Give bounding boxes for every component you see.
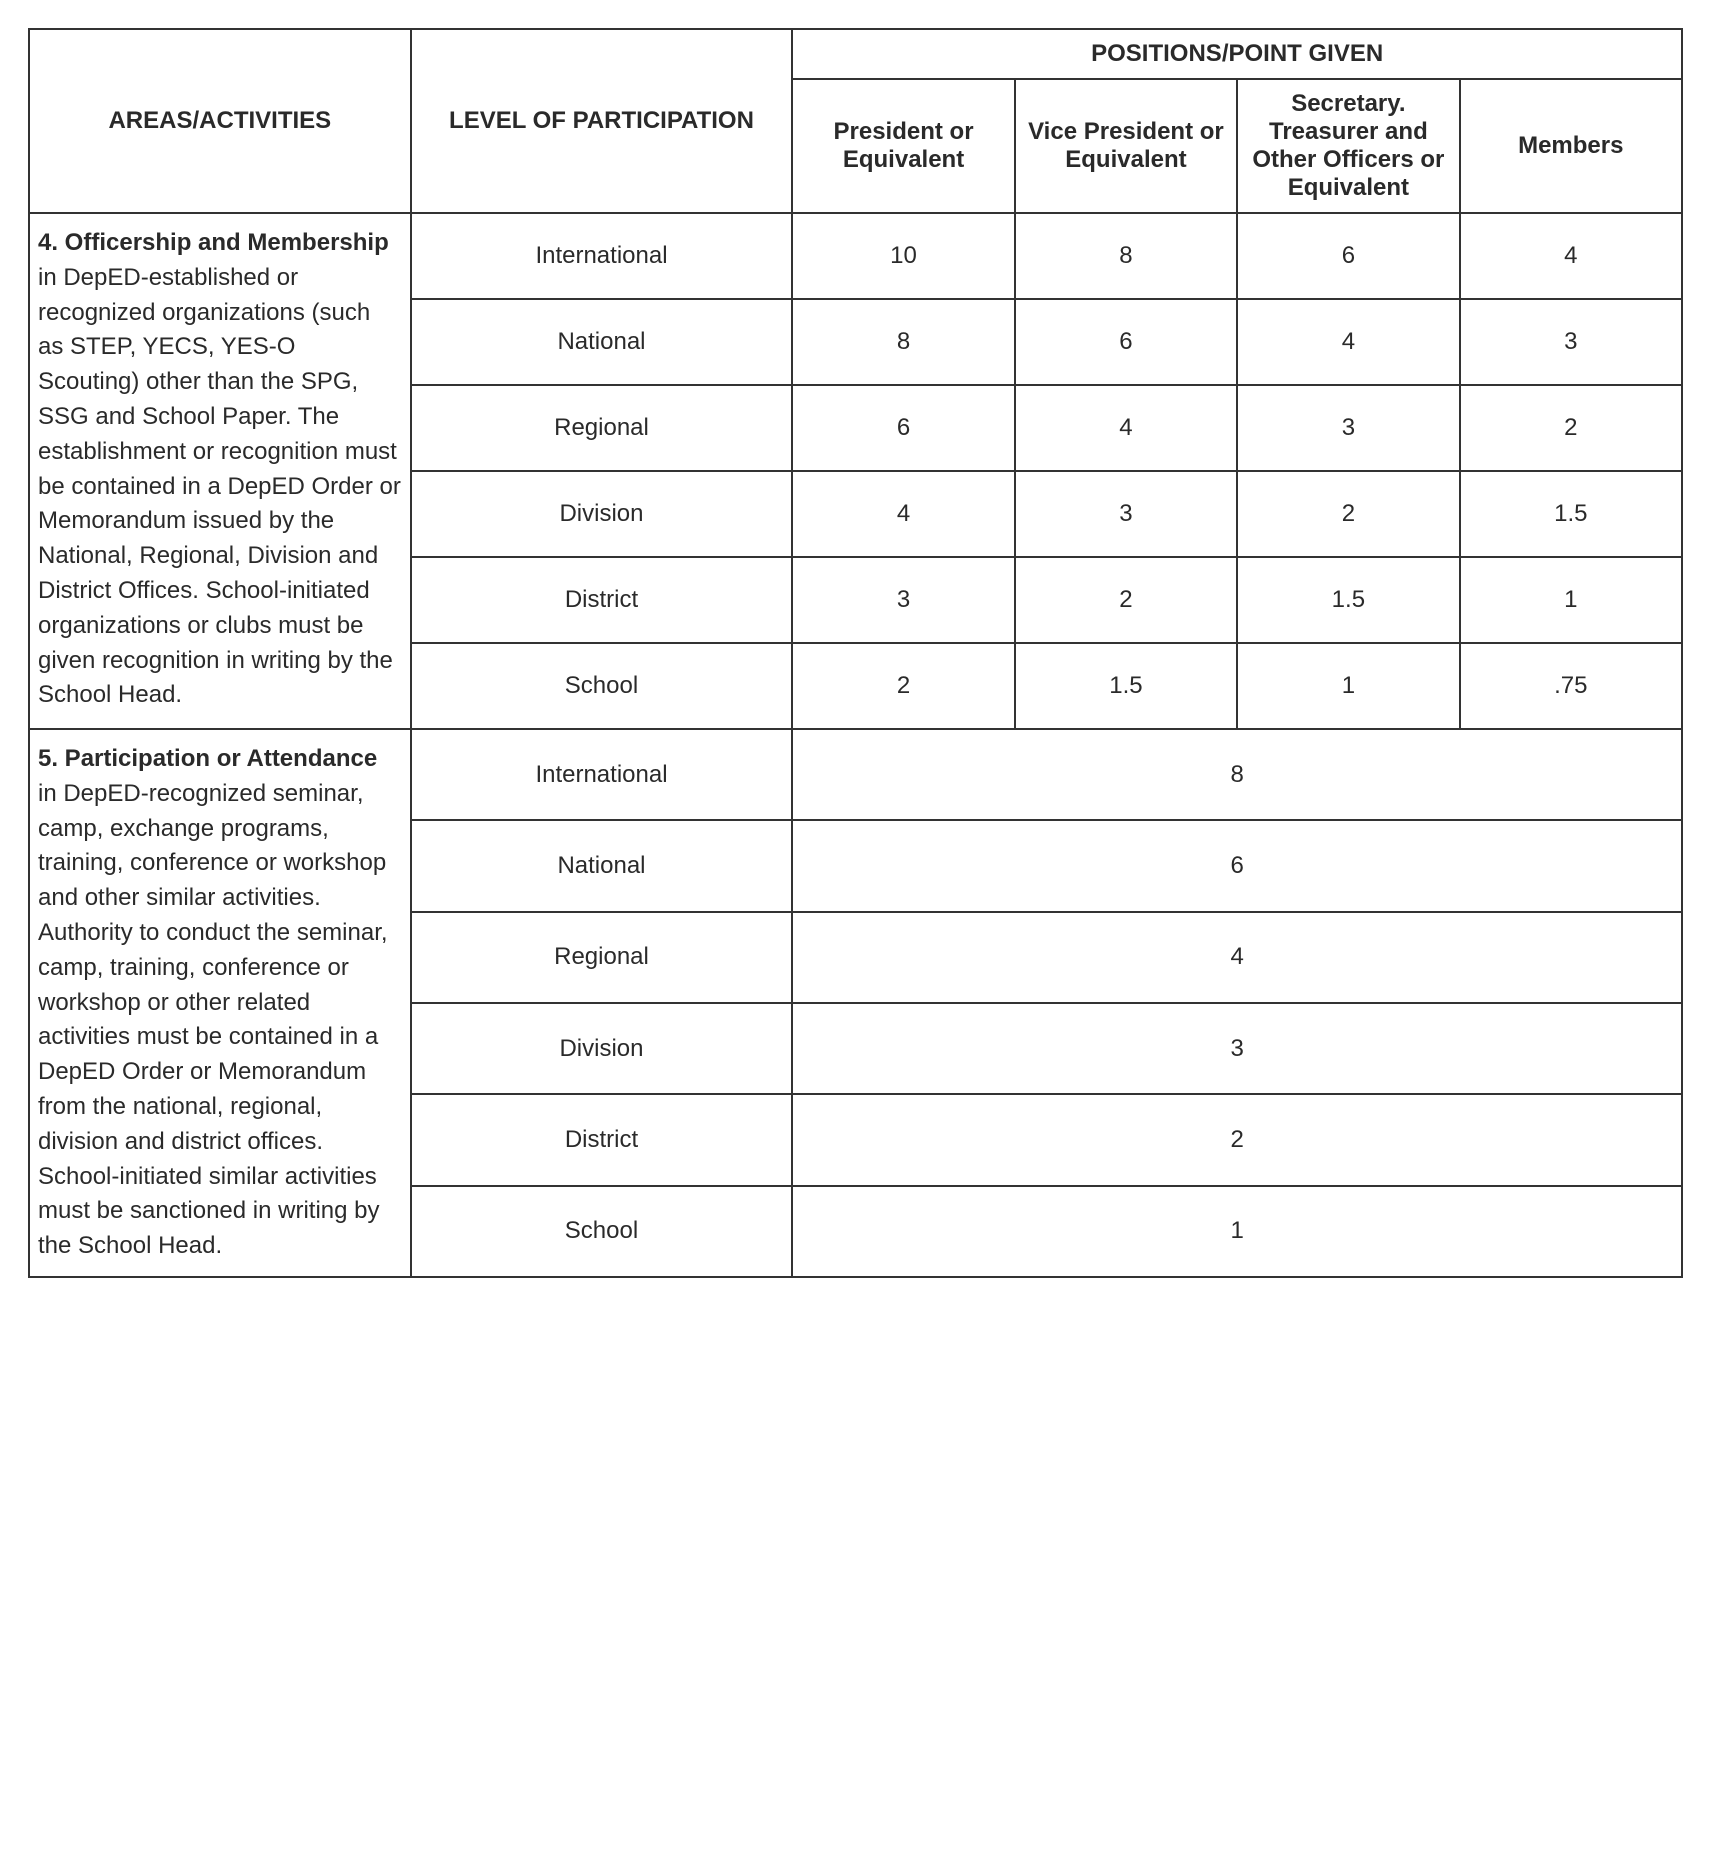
section5-level: Regional [411, 912, 793, 1003]
header-position-members: Members [1460, 79, 1682, 213]
section5-level: School [411, 1186, 793, 1277]
section4-val: 6 [792, 385, 1014, 471]
section4-level: International [411, 213, 793, 299]
section4-val: 4 [1460, 213, 1682, 299]
section5-text: in DepED-recognized seminar, camp, excha… [38, 780, 388, 1259]
section4-val: 3 [1237, 385, 1459, 471]
section4-level: National [411, 299, 793, 385]
section4-val: 2 [792, 643, 1014, 729]
section4-title: 4. Officership and Membership [38, 229, 389, 256]
section4-level: Regional [411, 385, 793, 471]
section4-val: 4 [1015, 385, 1237, 471]
section4-val: 2 [1015, 557, 1237, 643]
header-position-secretary: Secretary. Treasurer and Other Officers … [1237, 79, 1459, 213]
section4-val: 4 [792, 471, 1014, 557]
header-areas: AREAS/ACTIVITIES [29, 29, 411, 213]
section5-val: 1 [792, 1186, 1682, 1277]
section4-val: 2 [1237, 471, 1459, 557]
section5-val: 6 [792, 820, 1682, 911]
section4-val: 1.5 [1237, 557, 1459, 643]
section4-description: 4. Officership and Membership in DepED-e… [29, 213, 411, 729]
section4-val: 8 [1015, 213, 1237, 299]
header-position-president: President or Equivalent [792, 79, 1014, 213]
section4-level: District [411, 557, 793, 643]
section4-val: 1 [1460, 557, 1682, 643]
section4-val: 6 [1237, 213, 1459, 299]
section5-level: Division [411, 1003, 793, 1094]
section4-val: 1.5 [1460, 471, 1682, 557]
section4-val: 4 [1237, 299, 1459, 385]
points-table: AREAS/ACTIVITIES LEVEL OF PARTICIPATION … [28, 28, 1683, 1278]
section4-val: 6 [1015, 299, 1237, 385]
section4-val: 3 [792, 557, 1014, 643]
section4-level: School [411, 643, 793, 729]
section5-title: 5. Participation or Attendance [38, 745, 377, 772]
section5-level: National [411, 820, 793, 911]
section5-val: 4 [792, 912, 1682, 1003]
section4-val: 1 [1237, 643, 1459, 729]
section5-level: District [411, 1094, 793, 1185]
section5-val: 8 [792, 729, 1682, 820]
header-level: LEVEL OF PARTICIPATION [411, 29, 793, 213]
section4-val: 8 [792, 299, 1014, 385]
section4-text: in DepED-established or recognized organ… [38, 264, 401, 709]
section4-val: 2 [1460, 385, 1682, 471]
section4-val: 3 [1015, 471, 1237, 557]
section4-val: .75 [1460, 643, 1682, 729]
section4-level: Division [411, 471, 793, 557]
header-positions-group: POSITIONS/POINT GIVEN [792, 29, 1682, 79]
section5-val: 2 [792, 1094, 1682, 1185]
section4-val: 10 [792, 213, 1014, 299]
section4-val: 3 [1460, 299, 1682, 385]
section4-val: 1.5 [1015, 643, 1237, 729]
section5-level: International [411, 729, 793, 820]
section5-description: 5. Participation or Attendance in DepED-… [29, 729, 411, 1277]
header-position-vp: Vice President or Equivalent [1015, 79, 1237, 213]
section5-val: 3 [792, 1003, 1682, 1094]
